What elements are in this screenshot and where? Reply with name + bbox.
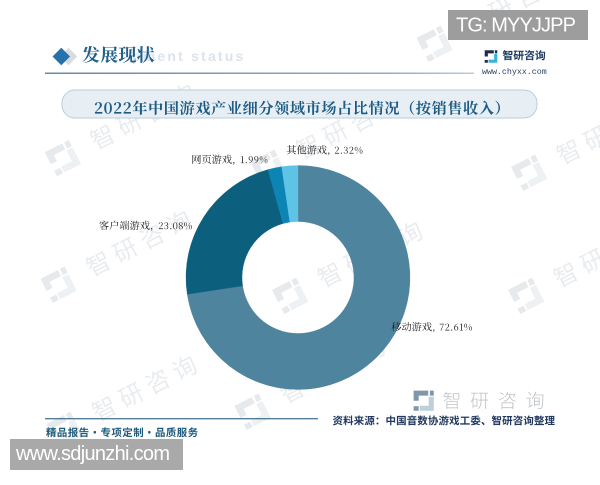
svg-text:www.chyxx.com: www.chyxx.com xyxy=(482,67,547,77)
svg-text:www.sdjunzhi.com: www.sdjunzhi.com xyxy=(15,443,169,465)
svg-text:pment status: pment status xyxy=(132,48,246,64)
svg-text:TG: MYYJJPP: TG: MYYJJPP xyxy=(456,15,576,37)
